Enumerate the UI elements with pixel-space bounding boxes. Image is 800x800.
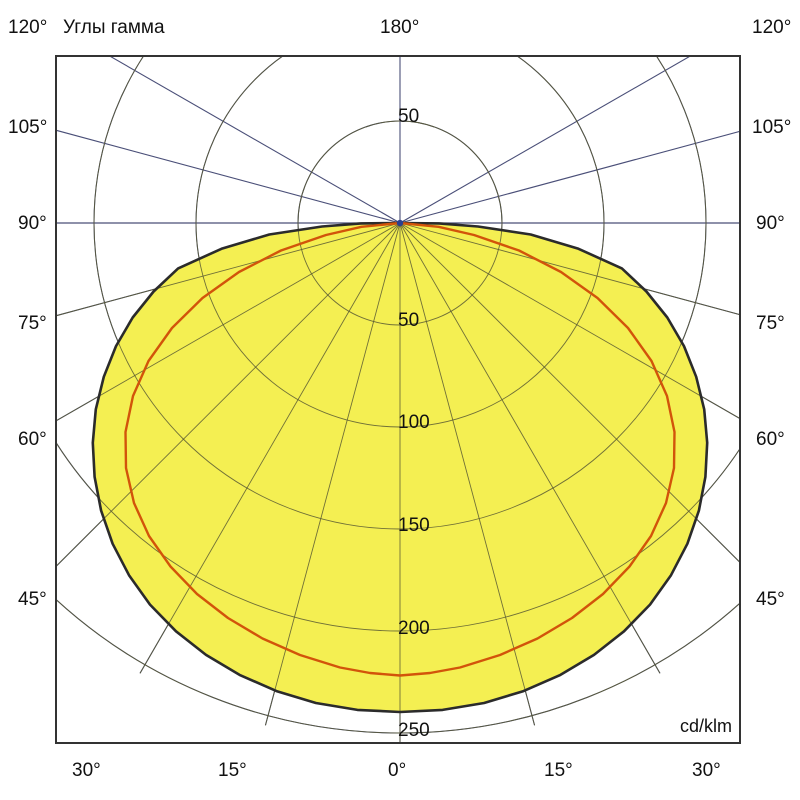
- angle-tick-bottom-30-left: 30°: [72, 760, 101, 781]
- curve-c0-c180: [91, 221, 709, 714]
- radial-tick-150: 150: [398, 515, 430, 536]
- radial-tick-250: 250: [398, 720, 430, 741]
- pole-marker: [396, 219, 404, 227]
- plot-frame: [55, 55, 741, 744]
- radial-tick-200: 200: [398, 618, 430, 639]
- radial-tick-50: 50: [398, 310, 420, 331]
- page-title: Углы гамма: [63, 17, 165, 38]
- angle-tick-left-105: 105°: [8, 117, 48, 138]
- angle-tick-bottom-15-left: 15°: [218, 760, 247, 781]
- angle-tick-bottom-30-right: 30°: [692, 760, 721, 781]
- angle-tick-left-60: 60°: [18, 429, 47, 450]
- angle-tick-bottom-0: 0°: [388, 760, 407, 781]
- angle-tick-bottom-15-right: 15°: [544, 760, 573, 781]
- angular-gridlines-overlay: [56, 222, 740, 743]
- unit-label: cd/klm: [680, 716, 733, 736]
- angle-tick-right-45: 45°: [756, 589, 785, 610]
- angle-tick-left-75: 75°: [18, 313, 47, 334]
- angle-tick-left-45: 45°: [18, 589, 47, 610]
- angle-tick-left-120: 120°: [8, 17, 48, 38]
- angle-tick-right-120: 120°: [752, 17, 792, 38]
- angle-tick-right-60: 60°: [756, 429, 785, 450]
- curve-c90-c270: [124, 221, 676, 677]
- angle-tick-right-90: 90°: [756, 213, 785, 234]
- radial-tick-100: 100: [398, 412, 430, 433]
- angle-tick-top-180: 180°: [380, 17, 420, 38]
- radial-tick-50-upper: 50: [398, 106, 420, 127]
- angle-tick-left-90: 90°: [18, 213, 47, 234]
- angle-tick-right-75: 75°: [756, 313, 785, 334]
- angle-tick-right-105: 105°: [752, 117, 792, 138]
